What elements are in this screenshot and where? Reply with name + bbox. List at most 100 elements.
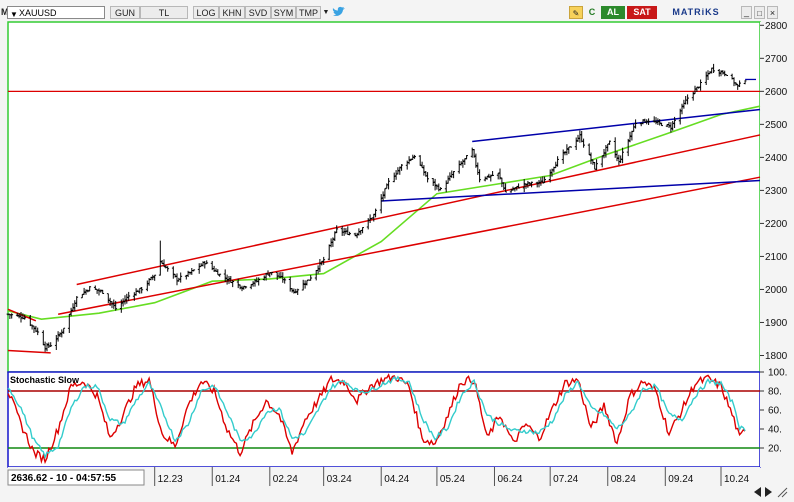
scroll-left-icon[interactable] <box>754 487 761 497</box>
x-tick-label: 05.24 <box>440 474 465 485</box>
candle-2024-08-16 <box>634 119 637 129</box>
candle-2024-08-06 <box>615 151 619 162</box>
khn-button[interactable]: KHN <box>219 6 245 19</box>
candle-2024-05-03 <box>439 187 442 191</box>
candle-2024-05-22 <box>474 153 478 168</box>
candle-2024-01-12 <box>231 280 235 288</box>
log-scale-button[interactable]: LOG <box>193 6 219 19</box>
candle-2024-04-24 <box>422 165 426 176</box>
candle-2023-11-09 <box>112 299 116 309</box>
candle-2024-02-19 <box>301 279 305 291</box>
edit-pencil-icon[interactable]: ✎ <box>569 6 583 19</box>
refresh-icon[interactable]: C <box>588 7 596 17</box>
moving-average-line <box>7 105 761 321</box>
candle-2024-08-22 <box>645 119 649 125</box>
tmp-button[interactable]: TMP <box>296 6 321 19</box>
candle-2024-07-10 <box>565 144 569 156</box>
x-tick-label: 06.24 <box>497 474 522 485</box>
candle-2024-05-30 <box>489 174 493 182</box>
candle-2024-01-08 <box>223 269 227 283</box>
x-tick-label: 08.24 <box>611 474 636 485</box>
resize-grip-icon[interactable] <box>777 487 788 498</box>
candle-2024-10-14 <box>743 80 747 85</box>
twitter-bird-icon[interactable] <box>331 6 345 19</box>
candle-2023-12-29 <box>205 260 209 265</box>
candle-2024-07-04 <box>554 161 558 169</box>
brand-logo: MATRiKS <box>672 7 720 17</box>
price-tick-label: 2400 <box>765 153 788 164</box>
candle-2023-11-17 <box>127 291 131 301</box>
dropdown-arrow-icon[interactable]: ▼ <box>10 10 18 19</box>
price-tick-label: 2300 <box>765 186 788 197</box>
stochastic-tick-label: 80. <box>768 387 782 398</box>
tmp-dropdown-icon[interactable]: ▼ <box>322 9 330 16</box>
sym-button[interactable]: SYM <box>271 6 296 19</box>
maximize-icon[interactable]: □ <box>754 6 765 19</box>
candle-2024-10-04 <box>725 74 728 76</box>
svd-button[interactable]: SVD <box>245 6 271 19</box>
candle-2024-10-11 <box>738 80 741 87</box>
candle-2024-03-15 <box>348 231 351 236</box>
scroll-right-icon[interactable] <box>765 487 772 497</box>
upper-channel-red-line <box>76 134 761 286</box>
price-tick-label: 2700 <box>765 54 788 65</box>
candle-2024-03-01 <box>322 256 326 265</box>
candle-2023-10-12 <box>60 329 64 338</box>
bottom-red-segment-line <box>7 349 51 354</box>
candle-2024-05-10 <box>452 171 455 179</box>
candle-2024-04-26 <box>426 172 429 183</box>
menu-button[interactable]: M <box>1 7 9 17</box>
stochastic-d-line <box>7 375 746 460</box>
price-tick-label: 2600 <box>765 87 788 98</box>
candle-2024-08-29 <box>658 119 662 126</box>
stochastic-title: Stochastic Slow <box>10 375 80 385</box>
candle-2023-12-01 <box>153 274 157 281</box>
x-tick-label: 09.24 <box>668 474 693 485</box>
candle-2023-09-29 <box>36 327 40 336</box>
candle-2024-05-24 <box>478 169 481 183</box>
candle-2024-04-05 <box>387 178 390 190</box>
price-tick-label: 2000 <box>765 285 788 296</box>
price-tick-label: 2200 <box>765 219 788 230</box>
candle-2024-01-19 <box>244 286 248 289</box>
minimize-icon[interactable]: _ <box>741 6 752 19</box>
x-tick-label: 07.24 <box>553 474 578 485</box>
price-tick-label: 1800 <box>765 351 788 362</box>
candle-2024-02-20 <box>303 280 307 289</box>
symbol-field[interactable]: ▼ XAUUSD <box>7 6 105 19</box>
price-tick-label: 2100 <box>765 252 788 263</box>
candle-2024-06-14 <box>517 183 520 189</box>
candle-2023-12-22 <box>192 269 196 272</box>
candle-2024-04-11 <box>398 166 402 175</box>
stochastic-tick-label: 60. <box>768 406 782 417</box>
candle-2023-11-03 <box>101 289 105 294</box>
candle-2024-02-23 <box>309 275 313 281</box>
candle-2024-08-30 <box>660 122 663 127</box>
candle-2023-11-24 <box>140 287 144 294</box>
candle-2024-02-28 <box>318 259 322 273</box>
buy-button[interactable]: AL <box>601 6 625 19</box>
candle-2024-09-10 <box>680 103 684 115</box>
candle-2024-06-28 <box>543 176 546 183</box>
candle-2023-09-15 <box>10 313 14 319</box>
candle-2024-07-19 <box>582 138 585 148</box>
candle-2024-04-30 <box>433 178 437 191</box>
price-tick-label: 1900 <box>765 318 788 329</box>
candle-2024-02-14 <box>292 288 296 294</box>
currency-tl-button[interactable]: TL <box>140 6 188 19</box>
x-tick-label: 10.24 <box>724 474 749 485</box>
candle-2024-09-13 <box>686 94 689 105</box>
candle-2024-08-13 <box>628 131 632 143</box>
candle-2024-04-18 <box>411 154 415 160</box>
stochastic-tick-label: 40. <box>768 425 782 436</box>
candle-2024-07-05 <box>556 156 559 167</box>
period-gun-button[interactable]: GUN <box>110 6 140 19</box>
candle-2024-08-02 <box>608 140 611 145</box>
candle-2024-04-02 <box>381 191 385 202</box>
sell-button[interactable]: SAT <box>627 6 657 19</box>
candle-2024-02-16 <box>296 288 300 295</box>
candle-2024-05-31 <box>491 171 494 176</box>
close-icon[interactable]: × <box>767 6 778 19</box>
